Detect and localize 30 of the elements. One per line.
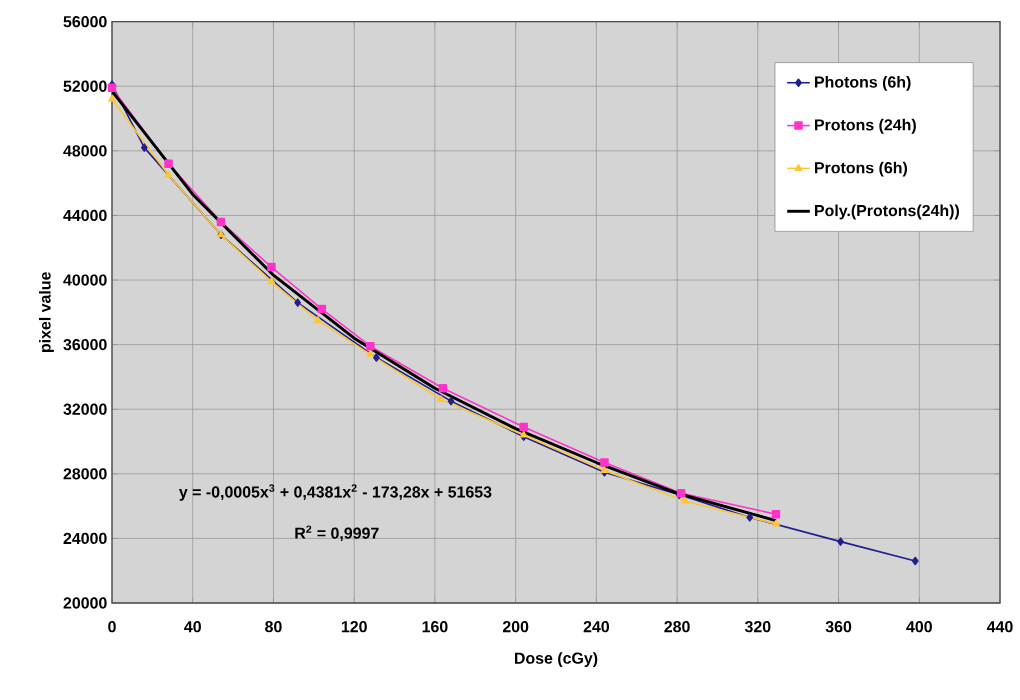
legend-label: Protons (24h) [815,118,916,134]
y-tick-label: 20000 [63,597,107,609]
y-axis-title: pixel value [39,272,54,353]
x-tick-label: 360 [825,621,852,633]
y-tick-label: 40000 [63,274,107,286]
y-tick-label: 28000 [63,468,107,480]
y-tick-label: 36000 [63,338,107,351]
legend-label: Photons (6h) [815,75,911,91]
y-tick-label: 56000 [63,16,107,28]
x-tick-label: 160 [422,621,448,633]
legend-label: Poly.(Protons(24h)) [815,204,959,220]
y-tick-label: 48000 [63,145,107,157]
y-tick-label: 32000 [63,403,107,415]
y-tick-label: 24000 [63,532,107,545]
x-tick-label: 80 [265,621,282,633]
x-tick-label: 280 [664,621,690,633]
y-tick-label: 44000 [63,209,107,222]
x-tick-label: 200 [502,621,529,633]
x-tick-label: 120 [341,621,367,633]
x-tick-label: 40 [184,621,201,633]
x-tick-label: 0 [108,621,116,633]
x-axis-title: Dose (cGy) [514,652,598,667]
legend-label: Protons (6h) [815,161,908,177]
x-tick-label: 440 [986,621,1013,633]
x-tick-label: 240 [583,621,609,633]
annotation: R$^{2}$ = 0,9997 [295,525,379,542]
y-tick-label: 52000 [63,80,107,92]
x-tick-label: 400 [906,621,932,633]
annotation: y = -0,0005x$^{3}$ + 0,4381x$^{2}$ - 173,28x + 51653 [178,484,492,501]
x-tick-label: 320 [744,621,771,633]
